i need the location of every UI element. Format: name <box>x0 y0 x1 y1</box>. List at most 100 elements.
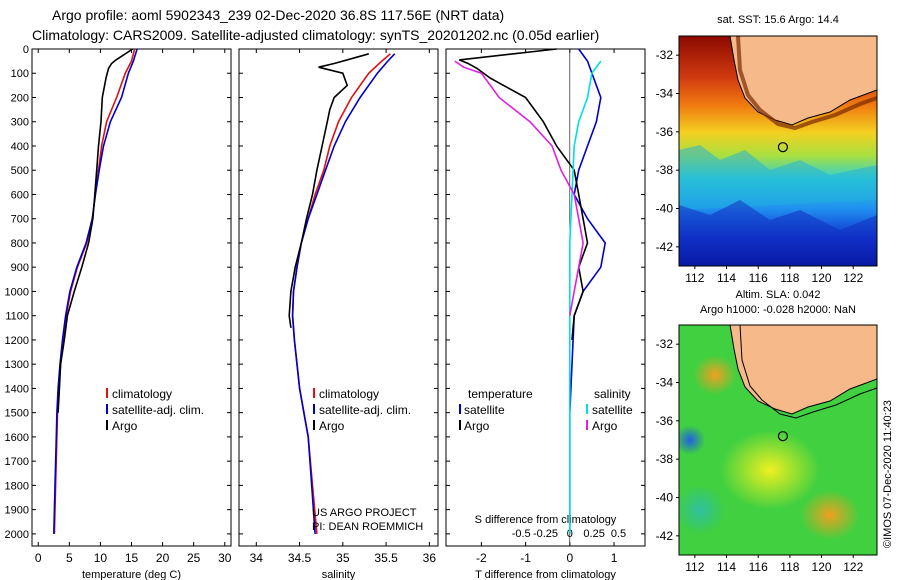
depth-tick-label: 800 <box>11 238 29 250</box>
temperature-series-2 <box>57 48 134 413</box>
sst-map-frame <box>678 35 878 267</box>
map-xtick-label: 122 <box>843 271 863 285</box>
legend-temp-label: Argo <box>464 419 490 433</box>
sla-high-blob <box>693 355 737 395</box>
sdiff-tick-label: 0.5 <box>611 528 626 540</box>
map-ytick-label: -40 <box>656 202 674 216</box>
depth-tick-label: 400 <box>11 141 29 153</box>
temperature-legend-label: Argo <box>112 419 138 433</box>
pi-annotation: PI: DEAN ROEMMICH <box>312 521 423 533</box>
map-xtick-label: 112 <box>685 560 704 574</box>
depth-tick-label: 600 <box>11 189 29 201</box>
legend-temp-label: satellite <box>464 403 505 417</box>
temperature-xtick-label: 5 <box>66 551 73 565</box>
salinity-xtick-label: 35 <box>336 551 350 565</box>
temperature-xtick-label: 0 <box>35 551 42 565</box>
map-ytick-label: -36 <box>656 125 674 139</box>
temperature-frame <box>31 48 232 547</box>
salinity-series-2 <box>288 53 370 328</box>
map-ytick-label: -42 <box>656 529 674 543</box>
map-ytick-label: -34 <box>656 376 674 390</box>
map-ytick-label: -40 <box>656 491 674 505</box>
difference-xtick-label: -2 <box>476 551 487 565</box>
temperature-series-1 <box>53 48 138 534</box>
difference-series-1 <box>458 48 589 340</box>
sla-argo-location <box>777 431 789 442</box>
depth-tick-label: 500 <box>11 165 29 177</box>
sla-yellow-blob <box>720 430 820 510</box>
map-xtick-label: 122 <box>843 560 863 574</box>
map-ytick-label: -38 <box>656 452 674 466</box>
map-xtick-label: 120 <box>812 560 832 574</box>
sdiff-axis-label: S difference from climatology <box>475 514 617 526</box>
temperature-xtick-label: 20 <box>156 551 170 565</box>
depth-tick-label: 1800 <box>5 480 29 492</box>
depth-tick-label: 1200 <box>5 335 29 347</box>
sla-map-frame <box>678 324 878 556</box>
depth-tick-label: 100 <box>11 68 29 80</box>
sst-deep-band <box>679 200 877 266</box>
salinity-xtick-label: 34 <box>250 551 264 565</box>
sla-orange-blob <box>800 490 860 540</box>
sst-land <box>729 36 877 126</box>
salinity-series-1 <box>291 53 396 534</box>
map-xtick-label: 116 <box>749 271 768 285</box>
sla-map-title: Altim. SLA: 0.042 <box>736 289 821 301</box>
salinity-xtick-label: 35.5 <box>374 551 398 565</box>
map-ytick-label: -38 <box>656 163 674 177</box>
sst-cool-band <box>679 145 877 210</box>
temperature-xtick-label: 15 <box>125 551 139 565</box>
difference-xtick-label: -1 <box>520 551 531 565</box>
sla-shelf-line <box>739 325 877 419</box>
salinity-legend-label: satellite-adj. clim. <box>319 403 411 417</box>
map-xtick-label: 114 <box>717 560 736 574</box>
legend-temperature-heading: temperature <box>468 387 533 401</box>
map-ytick-label: -32 <box>656 48 674 62</box>
sst-map-title: sat. SST: 15.6 Argo: 14.4 <box>717 14 839 26</box>
sdiff-tick-label: -0.25 <box>533 528 558 540</box>
depth-tick-label: 1600 <box>5 432 29 444</box>
temperature-legend-label: satellite-adj. clim. <box>112 403 204 417</box>
difference-frame <box>445 48 646 547</box>
difference-xtick-label: 0 <box>566 551 573 565</box>
sst-shelf-line <box>736 36 877 131</box>
difference-xtick-label: 1 <box>611 551 618 565</box>
sdiff-tick-label: 0.25 <box>583 528 604 540</box>
depth-tick-label: 1700 <box>5 456 29 468</box>
sla-map-subtitle: Argo h1000: -0.028 h2000: NaN <box>700 304 856 316</box>
pi-annotation: US ARGO PROJECT <box>312 507 417 519</box>
depth-tick-label: 200 <box>11 92 29 104</box>
sst-map: sat. SST: 15.6 Argo: 14.4 112 114 116 118 12… <box>656 14 878 285</box>
sla-low-blob <box>679 425 705 455</box>
depth-tick-label: 300 <box>11 117 29 129</box>
depth-tick-label: 1100 <box>5 311 29 323</box>
sla-map: Altim. SLA: 0.042 Argo h1000: -0.028 h20… <box>656 289 878 574</box>
salinity-legend-label: climatology <box>319 387 379 401</box>
sdiff-tick-label: -0.5 <box>512 528 531 540</box>
legend-sal-label: Argo <box>592 419 618 433</box>
salinity-frame <box>238 48 439 547</box>
depth-tick-label: 1000 <box>5 286 29 298</box>
depth-tick-label: 900 <box>11 262 29 274</box>
sst-argo-location <box>777 142 789 153</box>
salinity-xtick-label: 36 <box>423 551 437 565</box>
profile-panel-salinity: 34 34.5 35 35.5 36 salinity climatology satelli… <box>238 48 439 580</box>
temperature-legend-label: climatology <box>112 387 172 401</box>
temperature-xtick-label: 25 <box>187 551 201 565</box>
map-ytick-label: -32 <box>656 337 674 351</box>
salinity-xlabel: salinity <box>322 569 356 580</box>
depth-tick-label: 1400 <box>5 383 29 395</box>
map-ytick-label: -34 <box>656 87 674 101</box>
sla-teal-blob <box>679 485 725 535</box>
map-xtick-label: 118 <box>780 560 799 574</box>
salinity-xtick-label: 34.5 <box>288 551 312 565</box>
map-xtick-label: 118 <box>780 271 799 285</box>
legend-sal-label: satellite <box>592 403 633 417</box>
depth-tick-label: 0 <box>23 44 29 56</box>
temperature-xlabel: temperature (deg C) <box>82 569 181 580</box>
difference-series-2 <box>569 60 602 534</box>
header-line-1: Argo profile: aoml 5902343_239 02-Dec-20… <box>52 7 504 23</box>
imos-credit: ©IMOS 07-Dec-2020 11:40:23 <box>882 400 894 548</box>
salinity-legend-label: Argo <box>319 419 345 433</box>
